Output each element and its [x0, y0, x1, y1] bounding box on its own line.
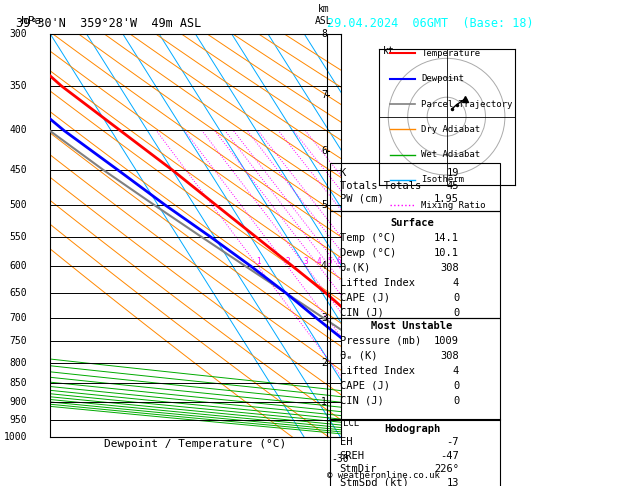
Text: 3: 3	[303, 257, 308, 266]
Text: 5: 5	[327, 257, 332, 266]
Text: 308: 308	[440, 263, 459, 273]
Text: Temp (°C): Temp (°C)	[340, 233, 396, 243]
Text: -47: -47	[440, 451, 459, 461]
Text: 4: 4	[453, 366, 459, 376]
Text: Dry Adiabat: Dry Adiabat	[421, 125, 481, 134]
Text: Wet Adiabat: Wet Adiabat	[421, 150, 481, 159]
Text: 550: 550	[9, 232, 27, 242]
Text: Hodograph: Hodograph	[384, 424, 440, 434]
Text: 8: 8	[321, 29, 327, 39]
Text: 308: 308	[440, 351, 459, 361]
Text: 350: 350	[9, 81, 27, 91]
Text: EH: EH	[340, 437, 352, 447]
Text: 500: 500	[9, 200, 27, 210]
Text: Dewpoint: Dewpoint	[421, 74, 464, 83]
Text: 700: 700	[9, 313, 27, 323]
Text: 900: 900	[9, 397, 27, 407]
Text: Surface: Surface	[390, 218, 434, 227]
Text: 6: 6	[336, 257, 341, 266]
Text: 650: 650	[9, 288, 27, 298]
Text: 1: 1	[256, 257, 260, 266]
Text: 39°30'N  359°28'W  49m ASL: 39°30'N 359°28'W 49m ASL	[16, 17, 201, 30]
Text: Lifted Index: Lifted Index	[340, 366, 415, 376]
Text: 0: 0	[453, 396, 459, 406]
Text: 4: 4	[453, 278, 459, 288]
Text: 450: 450	[9, 165, 27, 175]
Text: kt: kt	[382, 47, 394, 56]
Text: 2: 2	[285, 257, 290, 266]
Text: 1.95: 1.95	[434, 194, 459, 204]
Text: 7: 7	[321, 90, 327, 100]
Text: Most Unstable: Most Unstable	[371, 321, 453, 330]
Text: -30: -30	[331, 453, 349, 464]
Text: 300: 300	[9, 29, 27, 39]
Text: CIN (J): CIN (J)	[340, 396, 384, 406]
Text: Dewp (°C): Dewp (°C)	[340, 248, 396, 258]
Text: 4: 4	[321, 261, 327, 271]
Text: 600: 600	[9, 261, 27, 271]
Text: Lifted Index: Lifted Index	[340, 278, 415, 288]
Text: 13: 13	[447, 478, 459, 486]
Text: Parcel Trajectory: Parcel Trajectory	[421, 100, 513, 108]
Text: StmDir: StmDir	[340, 465, 377, 474]
Text: 800: 800	[9, 358, 27, 367]
Text: Pressure (mb): Pressure (mb)	[340, 336, 421, 346]
Text: 3: 3	[321, 313, 327, 323]
Text: 0: 0	[453, 308, 459, 318]
Text: θₑ (K): θₑ (K)	[340, 351, 377, 361]
Text: 29.04.2024  06GMT  (Base: 18): 29.04.2024 06GMT (Base: 18)	[327, 17, 533, 30]
Text: 1: 1	[321, 397, 327, 407]
Text: θₑ(K): θₑ(K)	[340, 263, 371, 273]
Text: 0: 0	[453, 293, 459, 303]
Text: Totals Totals: Totals Totals	[340, 181, 421, 191]
Text: SREH: SREH	[340, 451, 365, 461]
Text: PW (cm): PW (cm)	[340, 194, 384, 204]
Text: 14.1: 14.1	[434, 233, 459, 243]
Text: 950: 950	[9, 415, 27, 425]
Text: StmSpd (kt): StmSpd (kt)	[340, 478, 408, 486]
Text: -7: -7	[447, 437, 459, 447]
Text: hPa: hPa	[21, 16, 42, 26]
Text: CAPE (J): CAPE (J)	[340, 381, 389, 391]
Text: CIN (J): CIN (J)	[340, 308, 384, 318]
Text: 400: 400	[9, 125, 27, 136]
Text: 750: 750	[9, 336, 27, 346]
Text: Isotherm: Isotherm	[421, 175, 464, 184]
Text: © weatheronline.co.uk: © weatheronline.co.uk	[327, 471, 440, 480]
Text: 45: 45	[447, 181, 459, 191]
Text: Temperature: Temperature	[421, 49, 481, 58]
Text: LCL: LCL	[343, 419, 360, 428]
Text: 19: 19	[447, 168, 459, 177]
Text: 0: 0	[453, 381, 459, 391]
X-axis label: Dewpoint / Temperature (°C): Dewpoint / Temperature (°C)	[104, 439, 287, 449]
Text: 1009: 1009	[434, 336, 459, 346]
Text: 6: 6	[321, 146, 327, 156]
Text: 850: 850	[9, 378, 27, 388]
Text: 5: 5	[321, 200, 327, 210]
Text: Mixing Ratio: Mixing Ratio	[421, 201, 486, 209]
Text: 1000: 1000	[4, 433, 27, 442]
Text: K: K	[340, 168, 346, 177]
Text: km
ASL: km ASL	[315, 4, 333, 26]
Text: 10.1: 10.1	[434, 248, 459, 258]
Text: CAPE (J): CAPE (J)	[340, 293, 389, 303]
Text: 226°: 226°	[434, 465, 459, 474]
Text: 4: 4	[316, 257, 321, 266]
Text: 2: 2	[321, 358, 327, 367]
